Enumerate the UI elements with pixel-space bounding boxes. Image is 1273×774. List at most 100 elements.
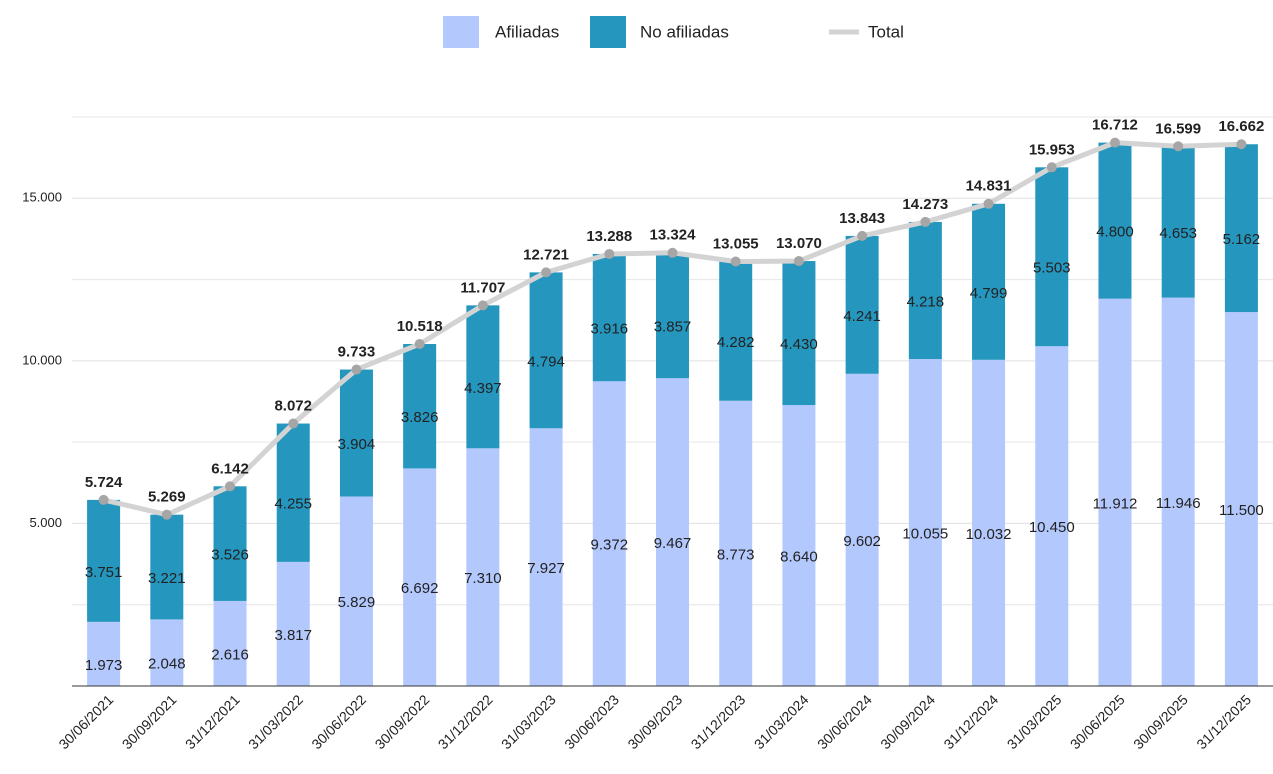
total-point [1109, 137, 1120, 148]
data-label: 5.829 [338, 594, 376, 611]
data-label: 7.927 [527, 560, 565, 577]
legend-label: Total [868, 22, 904, 41]
data-label: 10.032 [966, 526, 1012, 543]
total-point [667, 247, 678, 258]
total-point [983, 198, 994, 209]
data-label: 7.310 [464, 570, 502, 587]
x-tick-label: 30/06/2024 [814, 691, 875, 752]
data-label: 4.241 [843, 308, 881, 325]
bar-segment [276, 423, 310, 562]
x-tick-label: 31/03/2024 [751, 691, 812, 752]
data-label: 3.857 [654, 318, 692, 335]
bar-segment [592, 253, 626, 382]
total-point [857, 230, 868, 241]
total-label: 13.070 [776, 235, 822, 252]
data-label: 11.912 [1093, 495, 1138, 512]
x-tick-label: 30/06/2023 [561, 691, 622, 752]
data-label: 9.467 [654, 535, 692, 552]
bar-segment [972, 359, 1006, 686]
total-label: 8.072 [274, 398, 312, 415]
y-tick-label: 10.000 [22, 352, 62, 367]
x-tick-label: 30/09/2021 [119, 691, 180, 752]
legend-label: No afiliadas [640, 22, 729, 41]
data-label: 11.500 [1219, 502, 1264, 519]
bar-segment [339, 496, 373, 686]
data-label: 10.450 [1029, 519, 1075, 536]
data-label: 9.602 [843, 533, 881, 550]
x-tick-label: 31/12/2021 [182, 691, 243, 752]
total-point [541, 267, 552, 278]
bar-segment [213, 600, 247, 686]
total-point [351, 364, 362, 375]
data-label: 9.372 [591, 537, 629, 554]
x-tick-label: 30/06/2022 [308, 691, 369, 752]
bar-segment [150, 619, 184, 686]
total-label: 12.721 [523, 246, 569, 263]
data-label: 4.799 [970, 285, 1008, 302]
bar-segment [339, 369, 373, 497]
bar-segment [403, 344, 437, 469]
total-label: 11.707 [460, 279, 505, 296]
data-label: 3.826 [401, 409, 439, 426]
total-point [1046, 162, 1057, 173]
data-label: 4.255 [274, 496, 312, 513]
data-label: 4.397 [464, 380, 502, 397]
legend-swatch [443, 16, 479, 48]
total-point [604, 248, 615, 259]
total-label: 13.055 [713, 235, 759, 252]
total-point [288, 418, 299, 429]
data-label: 5.162 [1223, 231, 1261, 248]
bar-segment [719, 261, 753, 401]
bar-segment [87, 499, 121, 622]
total-point [793, 256, 804, 267]
total-label: 9.733 [338, 344, 376, 361]
x-tick-label: 30/06/2025 [1067, 691, 1128, 752]
bar-segment [782, 261, 816, 406]
data-label: 4.653 [1159, 225, 1197, 242]
total-label: 16.599 [1155, 120, 1201, 137]
y-tick-label: 5.000 [29, 515, 62, 530]
bar-segment [529, 428, 563, 686]
bar-segment [150, 514, 184, 620]
bar-segment [1098, 298, 1132, 686]
total-label: 14.831 [966, 178, 1012, 195]
bar-segment [1035, 346, 1069, 686]
bar-segment [1224, 144, 1258, 313]
bar-segment [719, 400, 753, 686]
data-label: 2.616 [211, 646, 249, 663]
data-label: 4.800 [1096, 224, 1134, 241]
data-label: 3.526 [211, 547, 249, 564]
bar-segment [87, 621, 121, 686]
data-label: 8.640 [780, 549, 818, 566]
data-label: 8.773 [717, 546, 755, 563]
total-label: 5.269 [148, 489, 186, 506]
bar-segment [1224, 312, 1258, 686]
bar-segment [656, 378, 689, 686]
total-point [920, 216, 931, 227]
bar-segment [972, 203, 1006, 360]
data-label: 4.794 [527, 353, 565, 370]
y-tick-label: 15.000 [22, 190, 62, 205]
data-label: 3.221 [148, 570, 186, 587]
bar-segment [213, 486, 247, 601]
total-label: 5.724 [85, 474, 123, 491]
data-label: 3.904 [338, 436, 376, 453]
data-label: 10.055 [902, 526, 948, 543]
total-label: 6.142 [211, 460, 249, 477]
bar-segment [845, 235, 879, 374]
bar-segment [529, 272, 563, 429]
total-label: 16.712 [1092, 117, 1138, 134]
x-tick-label: 31/03/2023 [498, 691, 559, 752]
data-label: 6.692 [401, 580, 439, 597]
bar-segment [1161, 297, 1195, 686]
data-label: 3.751 [85, 564, 123, 581]
total-label: 13.324 [650, 227, 697, 244]
total-label: 13.288 [586, 228, 632, 245]
x-tick-label: 31/12/2025 [1193, 691, 1254, 752]
bar-segment [592, 381, 626, 686]
bar-segment [656, 252, 689, 379]
total-point [1173, 141, 1184, 152]
bar-segment [403, 468, 437, 686]
bar-segment [782, 405, 816, 686]
